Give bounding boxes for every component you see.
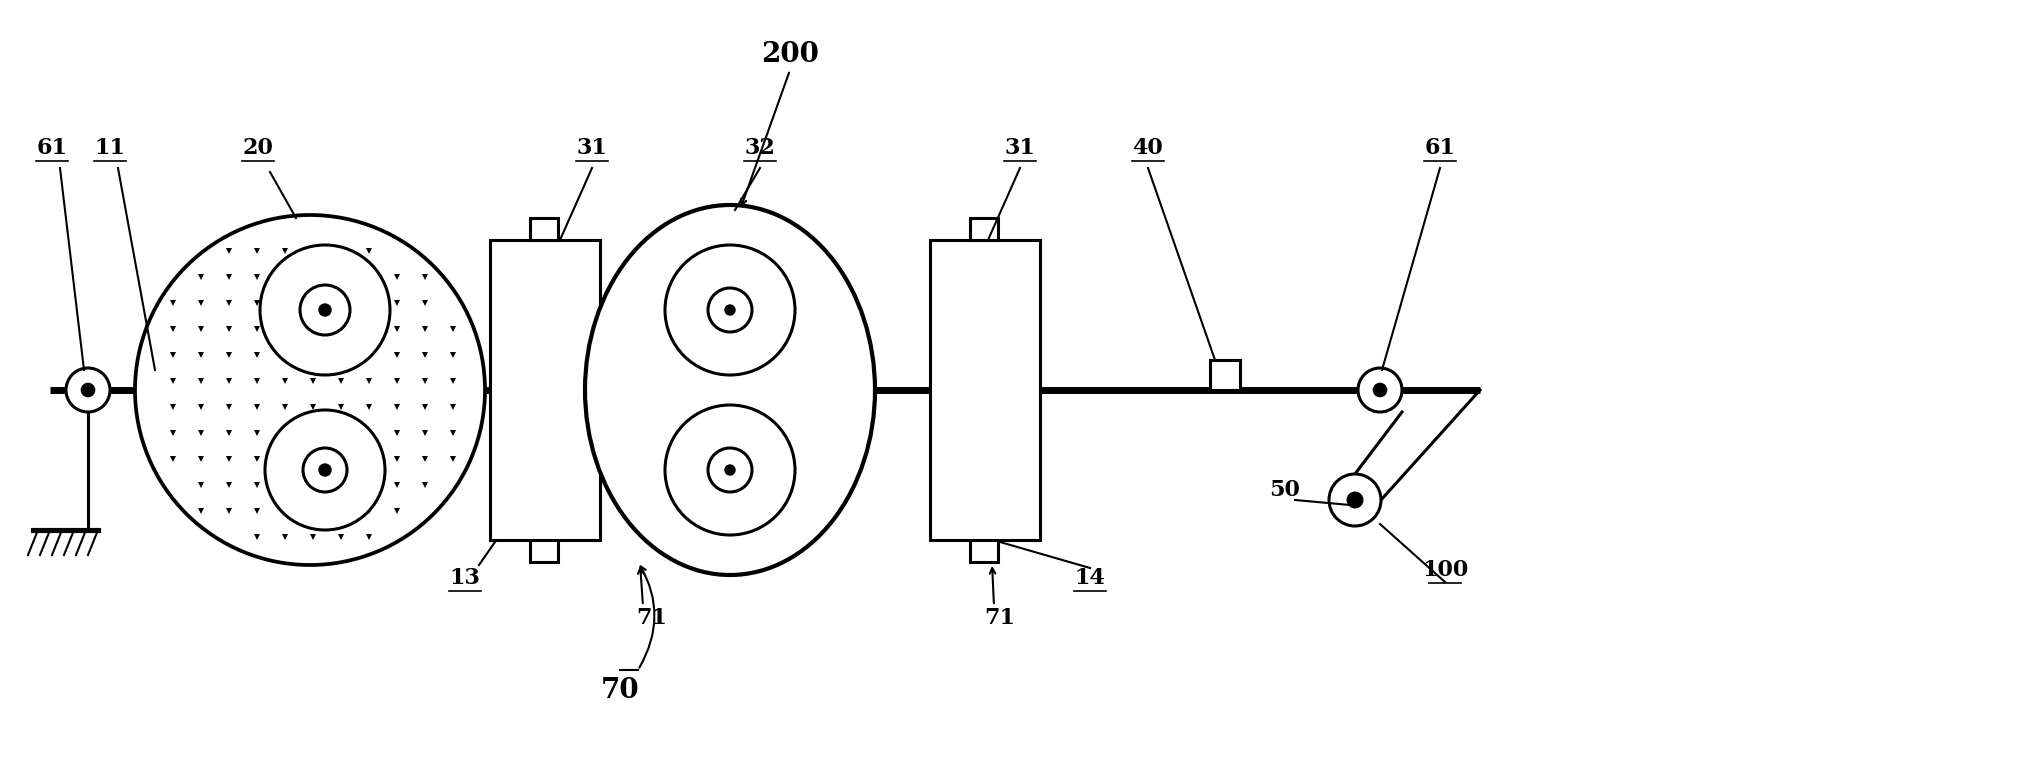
Text: 31: 31: [577, 137, 607, 159]
Bar: [969, 540, 997, 562]
Bar: [929, 240, 1040, 540]
Circle shape: [1329, 474, 1380, 526]
Text: 50: 50: [1268, 479, 1301, 501]
Circle shape: [259, 245, 390, 375]
Circle shape: [724, 305, 734, 315]
Text: 13: 13: [449, 567, 479, 589]
Bar: [969, 218, 997, 240]
Text: 40: 40: [1133, 137, 1163, 159]
Text: 32: 32: [744, 137, 775, 159]
Text: 14: 14: [1074, 567, 1105, 589]
Circle shape: [136, 215, 486, 565]
Bar: [530, 540, 558, 562]
Circle shape: [708, 288, 753, 332]
Circle shape: [1347, 492, 1361, 508]
Circle shape: [724, 465, 734, 475]
Circle shape: [303, 448, 346, 492]
Bar: [530, 218, 558, 240]
Circle shape: [67, 368, 109, 412]
Circle shape: [666, 405, 795, 535]
Ellipse shape: [585, 205, 874, 575]
Text: 71: 71: [635, 607, 668, 629]
Circle shape: [265, 410, 384, 530]
Circle shape: [708, 448, 753, 492]
Circle shape: [81, 383, 95, 397]
Circle shape: [1357, 368, 1402, 412]
Circle shape: [666, 245, 795, 375]
Text: 100: 100: [1422, 559, 1467, 581]
Text: 71: 71: [983, 607, 1016, 629]
Text: 11: 11: [95, 137, 125, 159]
Circle shape: [1374, 383, 1386, 397]
Circle shape: [320, 304, 332, 316]
Circle shape: [299, 285, 350, 335]
Text: 61: 61: [1424, 137, 1455, 159]
Text: 61: 61: [36, 137, 67, 159]
Bar: [1210, 360, 1240, 390]
Text: 31: 31: [1003, 137, 1036, 159]
Text: 20: 20: [243, 137, 273, 159]
Text: 70: 70: [601, 677, 639, 703]
Bar: [490, 240, 599, 540]
Text: 200: 200: [761, 41, 819, 69]
Circle shape: [320, 464, 332, 476]
